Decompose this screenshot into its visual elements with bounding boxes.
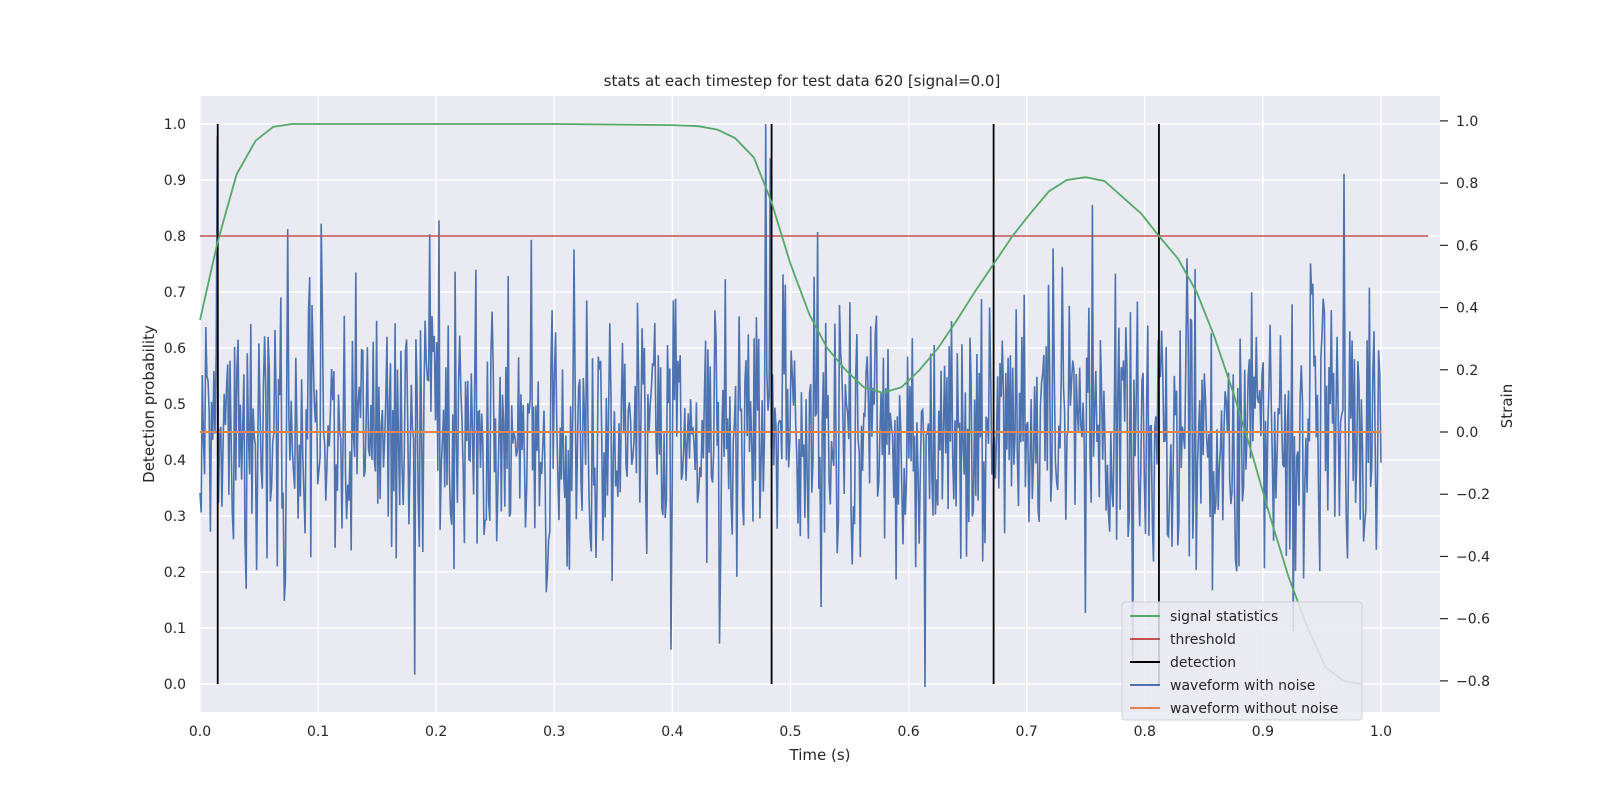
y-left-tick-label: 0.6 — [164, 341, 186, 357]
y-right-tick-label: −0.2 — [1456, 487, 1490, 503]
y-left-tick-label: 0.5 — [164, 397, 186, 413]
legend-frame — [1121, 601, 1363, 721]
y-axis-left-label: Detection probability — [140, 325, 158, 483]
x-tick-label: 0.0 — [189, 724, 211, 740]
y-axis-left-ticks: 0.0 0.1 0.2 0.3 0.4 0.5 0.6 0.7 0.8 0.9 1.0 — [164, 117, 186, 693]
y-left-tick-label: 1.0 — [164, 117, 186, 133]
x-tick-label: 0.7 — [1016, 724, 1038, 740]
y-left-tick-label: 0.9 — [164, 173, 186, 189]
legend-label-detection: detection — [1170, 655, 1236, 671]
x-tick-label: 0.3 — [543, 724, 565, 740]
legend-label-waveform-without-noise: waveform without noise — [1170, 701, 1338, 717]
y-left-tick-label: 0.0 — [164, 677, 186, 693]
y-left-tick-label: 0.7 — [164, 285, 186, 301]
y-left-tick-label: 0.1 — [164, 621, 186, 637]
y-right-tick-label: −0.8 — [1456, 674, 1490, 690]
x-tick-label: 0.2 — [425, 724, 447, 740]
legend-label-waveform-with-noise: waveform with noise — [1170, 678, 1315, 694]
series-signal-statistics — [199, 123, 1363, 685]
chart-series — [199, 123, 1429, 688]
y-right-tick-label: 0.2 — [1456, 363, 1478, 379]
y-left-tick-label: 0.3 — [164, 509, 186, 525]
y-left-tick-label: 0.8 — [164, 229, 186, 245]
y-axis-right-label: Strain — [1498, 384, 1516, 428]
x-tick-label: 0.1 — [307, 724, 329, 740]
y-right-tick-label: 0.8 — [1456, 176, 1478, 192]
x-tick-label: 1.0 — [1370, 724, 1392, 740]
x-tick-label: 0.5 — [779, 724, 801, 740]
x-tick-label: 0.9 — [1252, 724, 1274, 740]
series-waveform-with-noise — [199, 123, 1382, 688]
x-tick-label: 0.6 — [897, 724, 919, 740]
legend: signal statistics threshold detection wa… — [1121, 601, 1363, 721]
x-tick-label: 0.8 — [1134, 724, 1156, 740]
legend-label-threshold: threshold — [1170, 632, 1236, 648]
y-right-tick-label: 1.0 — [1456, 114, 1478, 130]
legend-label-signal-statistics: signal statistics — [1170, 609, 1278, 625]
y-left-tick-label: 0.2 — [164, 565, 186, 581]
chart-title: stats at each timestep for test data 620… — [604, 72, 1001, 90]
y-right-tick-label: −0.4 — [1456, 549, 1490, 565]
y-right-tick-label: 0.4 — [1456, 301, 1478, 317]
y-right-tick-label: 0.0 — [1456, 425, 1478, 441]
y-left-tick-label: 0.4 — [164, 453, 186, 469]
x-axis-label: Time (s) — [789, 746, 851, 764]
y-right-tick-label: 0.6 — [1456, 238, 1478, 254]
x-tick-label: 0.4 — [661, 724, 683, 740]
y-axis-right-ticks: −0.8 −0.6 −0.4 −0.2 0.0 0.2 0.4 0.6 0.8 1.0 — [1440, 114, 1490, 690]
x-axis-ticks: 0.0 0.1 0.2 0.3 0.4 0.5 0.6 0.7 0.8 0.9 1.0 — [189, 724, 1392, 740]
y-right-tick-label: −0.6 — [1456, 612, 1490, 628]
